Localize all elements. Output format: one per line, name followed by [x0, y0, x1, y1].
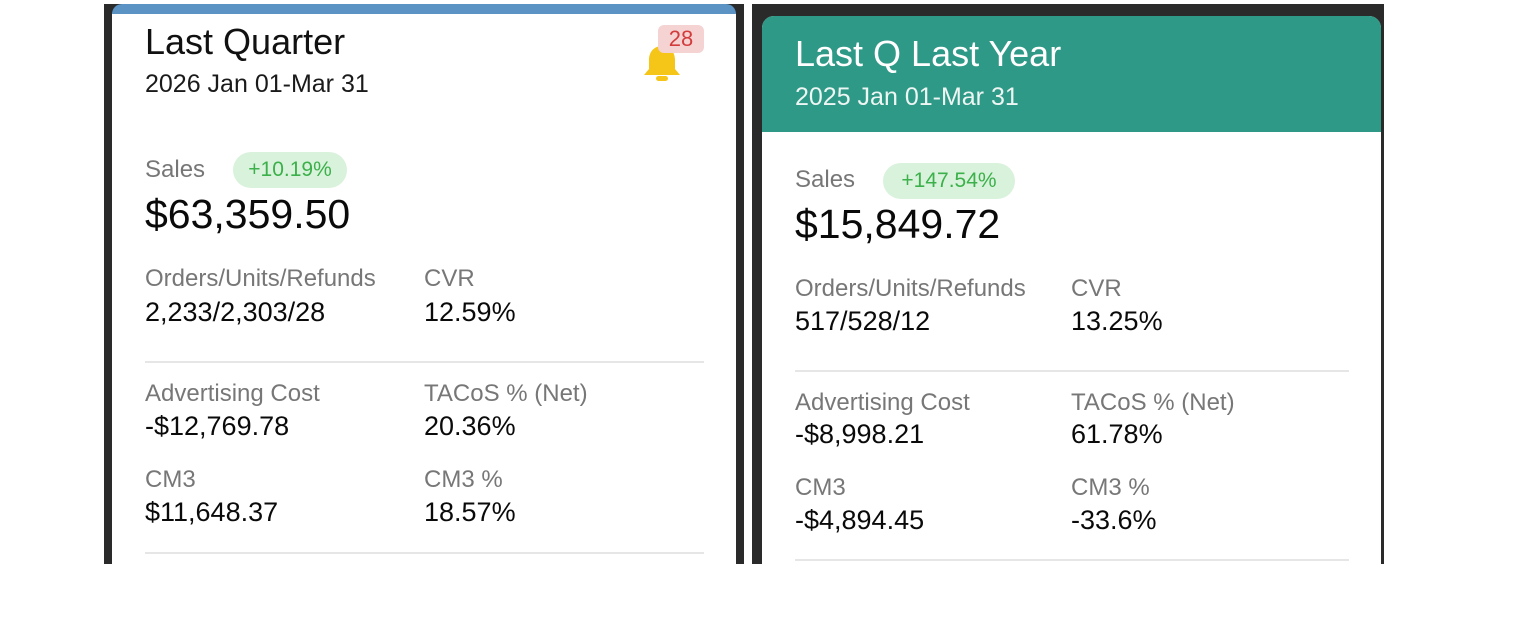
tacos-label: TACoS % (Net) [1071, 389, 1235, 416]
section-divider [795, 559, 1349, 561]
notification-count-badge: 28 [658, 25, 704, 53]
last-q-last-year-card [762, 16, 1381, 564]
orders-value: 2,233/2,303/28 [145, 297, 326, 327]
sales-value: $15,849.72 [795, 201, 1001, 247]
card-date-range: 2025 Jan 01-Mar 31 [795, 83, 1019, 111]
bell-icon[interactable] [640, 42, 684, 86]
section-divider [795, 370, 1349, 372]
cm3-value: $11,648.37 [145, 497, 279, 527]
orders-label: Orders/Units/Refunds [795, 275, 1026, 302]
section-divider [145, 552, 704, 554]
tacos-label: TACoS % (Net) [424, 380, 588, 407]
sales-change-badge: +10.19% [233, 152, 347, 188]
ad-cost-value: -$12,769.78 [145, 411, 290, 441]
cvr-label: CVR [424, 265, 475, 292]
tacos-value: 20.36% [424, 411, 516, 441]
cm3-pct-value: -33.6% [1071, 505, 1157, 535]
cvr-value: 13.25% [1071, 306, 1163, 336]
sales-label: Sales [145, 156, 206, 183]
cm3-pct-label: CM3 % [1071, 474, 1150, 501]
last-quarter-card [112, 4, 736, 564]
card-title: Last Q Last Year [795, 33, 1062, 74]
ad-cost-value: -$8,998.21 [795, 419, 925, 449]
orders-label: Orders/Units/Refunds [145, 265, 376, 292]
orders-value: 517/528/12 [795, 306, 931, 336]
cvr-label: CVR [1071, 275, 1122, 302]
cm3-label: CM3 [145, 466, 196, 493]
section-divider [145, 361, 704, 363]
sales-label: Sales [795, 166, 856, 193]
card-header [762, 16, 1381, 132]
card-title: Last Quarter [145, 21, 346, 62]
sales-value: $63,359.50 [145, 191, 351, 237]
tacos-value: 61.78% [1071, 419, 1163, 449]
ad-cost-label: Advertising Cost [795, 389, 970, 416]
cvr-value: 12.59% [424, 297, 516, 327]
ad-cost-label: Advertising Cost [145, 380, 320, 407]
cm3-label: CM3 [795, 474, 846, 501]
cm3-pct-value: 18.57% [424, 497, 516, 527]
cm3-pct-label: CM3 % [424, 466, 503, 493]
card-date-range: 2026 Jan 01-Mar 31 [145, 70, 369, 98]
cm3-value: -$4,894.45 [795, 505, 925, 535]
sales-change-badge: +147.54% [883, 163, 1015, 199]
